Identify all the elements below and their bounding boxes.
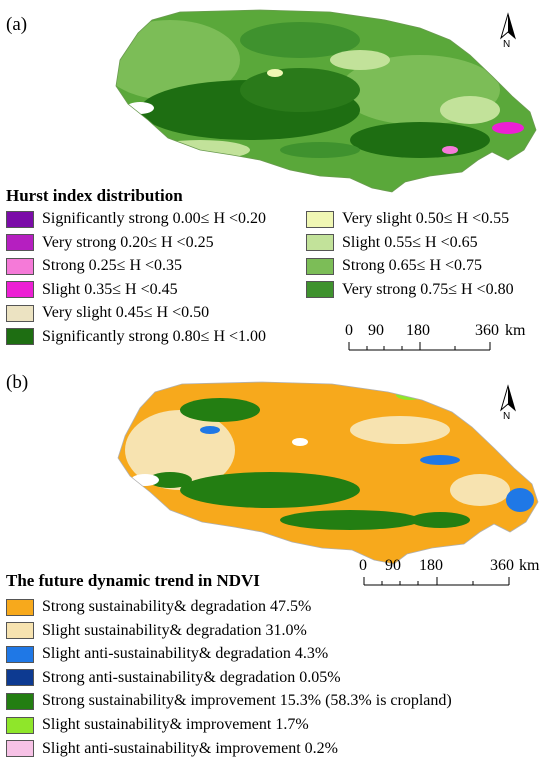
north-arrow-a-icon bbox=[500, 12, 516, 40]
hurst-legend-swatch bbox=[6, 234, 34, 251]
hurst-legend-item: Significantly strong 0.80≤ H <1.00 bbox=[6, 328, 266, 346]
hurst-legend-item: Strong 0.65≤ H <0.75 bbox=[306, 257, 482, 275]
scale-a-unit: km bbox=[505, 322, 526, 339]
ndvi-legend-item: Slight anti-sustainability& degradation … bbox=[6, 645, 328, 663]
north-label-a: N bbox=[503, 39, 511, 50]
hurst-legend-label: Very strong 0.20≤ H <0.25 bbox=[42, 233, 214, 251]
hurst-legend-swatch bbox=[6, 328, 34, 345]
ndvi-legend-swatch bbox=[6, 645, 34, 663]
hurst-legend-swatch bbox=[306, 281, 334, 298]
ndvi-legend-label: Slight sustainability& degradation 31.0% bbox=[42, 621, 307, 639]
north-arrow-b-icon bbox=[500, 384, 516, 412]
ndvi-legend-swatch bbox=[6, 740, 34, 758]
ndvi-legend-label: Strong sustainability& improvement 15.3%… bbox=[42, 692, 452, 710]
hurst-map bbox=[115, 9, 537, 193]
panel-b-label: (b) bbox=[6, 372, 29, 393]
north-label-b: N bbox=[503, 411, 511, 422]
hurst-legend-label: Slight 0.55≤ H <0.65 bbox=[342, 233, 478, 251]
scale-bar-b bbox=[363, 577, 510, 586]
hurst-legend-title: Hurst index distribution bbox=[6, 186, 183, 205]
ndvi-legend-label: Strong anti-sustainability& degradation … bbox=[42, 668, 341, 686]
ndvi-trend-map bbox=[117, 381, 539, 565]
hurst-legend-label: Significantly strong 0.80≤ H <1.00 bbox=[42, 327, 267, 345]
panel-a-label: (a) bbox=[6, 14, 28, 35]
scale-b-tick-180: 180 bbox=[419, 557, 443, 574]
ndvi-legend-item: Strong anti-sustainability& degradation … bbox=[6, 669, 341, 687]
ndvi-legend-swatch bbox=[6, 669, 34, 687]
scale-b-tick-0: 0 bbox=[359, 557, 367, 574]
scale-b-unit: km bbox=[519, 557, 540, 574]
hurst-legend-label: Very slight 0.45≤ H <0.50 bbox=[42, 304, 210, 321]
ndvi-legend-title: The future dynamic trend in NDVI bbox=[6, 571, 260, 590]
hurst-legend-label: Very strong 0.75≤ H <0.80 bbox=[342, 280, 514, 298]
scale-bar-a bbox=[348, 342, 491, 351]
scale-a-tick-90: 90 bbox=[368, 322, 384, 339]
hurst-legend-item: Very slight 0.45≤ H <0.50 bbox=[6, 304, 209, 322]
scale-a-tick-360: 360 bbox=[475, 322, 499, 339]
hurst-legend-swatch bbox=[6, 210, 34, 228]
ndvi-legend-swatch bbox=[6, 622, 34, 640]
hurst-legend-item: Slight 0.35≤ H <0.45 bbox=[6, 281, 178, 299]
hurst-legend-swatch bbox=[6, 257, 34, 275]
hurst-legend-swatch bbox=[6, 304, 34, 322]
ndvi-legend-swatch bbox=[6, 716, 34, 734]
hurst-legend-item: Significantly strong 0.00≤ H <0.20 bbox=[6, 210, 266, 228]
scale-b-tick-90: 90 bbox=[385, 557, 401, 574]
hurst-legend-item: Very strong 0.20≤ H <0.25 bbox=[6, 234, 214, 252]
ndvi-legend-item: Slight anti-sustainability& improvement … bbox=[6, 740, 338, 758]
hurst-legend-swatch bbox=[306, 257, 334, 275]
hurst-legend-swatch bbox=[306, 210, 334, 228]
ndvi-legend-swatch bbox=[6, 598, 34, 616]
hurst-legend-label: Significantly strong 0.00≤ H <0.20 bbox=[42, 210, 267, 227]
ndvi-legend-label: Slight sustainability& improvement 1.7% bbox=[42, 716, 309, 733]
hurst-legend-label: Strong 0.65≤ H <0.75 bbox=[342, 257, 483, 274]
ndvi-legend-label: Slight anti-sustainability& improvement … bbox=[42, 739, 338, 757]
hurst-legend-swatch bbox=[6, 281, 34, 298]
scale-a-tick-0: 0 bbox=[345, 322, 353, 339]
scale-b-tick-360: 360 bbox=[490, 557, 514, 574]
hurst-legend-label: Very slight 0.50≤ H <0.55 bbox=[342, 210, 510, 227]
hurst-legend-label: Strong 0.25≤ H <0.35 bbox=[42, 257, 183, 274]
ndvi-legend-item: Strong sustainability& degradation 47.5% bbox=[6, 598, 311, 616]
ndvi-legend-label: Strong sustainability& degradation 47.5% bbox=[42, 598, 312, 615]
hurst-legend-item: Very strong 0.75≤ H <0.80 bbox=[306, 281, 514, 299]
ndvi-legend-item: Strong sustainability& improvement 15.3%… bbox=[6, 692, 452, 710]
ndvi-legend-swatch bbox=[6, 692, 34, 710]
hurst-legend-item: Very slight 0.50≤ H <0.55 bbox=[306, 210, 509, 228]
hurst-legend-item: Slight 0.55≤ H <0.65 bbox=[306, 234, 478, 252]
ndvi-legend-item: Slight sustainability& degradation 31.0% bbox=[6, 622, 307, 640]
hurst-legend-item: Strong 0.25≤ H <0.35 bbox=[6, 257, 182, 275]
ndvi-legend-label: Slight anti-sustainability& degradation … bbox=[42, 645, 329, 663]
hurst-legend-label: Slight 0.35≤ H <0.45 bbox=[42, 280, 178, 298]
hurst-legend-swatch bbox=[306, 234, 334, 251]
ndvi-legend-item: Slight sustainability& improvement 1.7% bbox=[6, 716, 309, 734]
scale-a-tick-180: 180 bbox=[406, 322, 430, 339]
